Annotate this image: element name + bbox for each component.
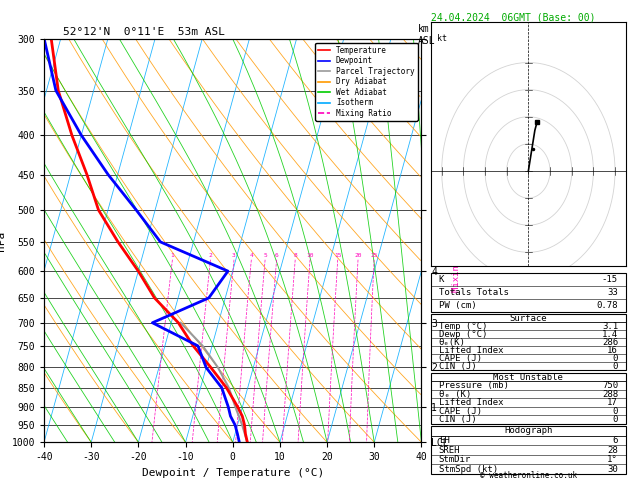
- Text: 6: 6: [275, 253, 279, 258]
- Text: 750: 750: [602, 381, 618, 390]
- Text: CIN (J): CIN (J): [438, 415, 476, 424]
- Text: 288: 288: [602, 389, 618, 399]
- Text: 0.78: 0.78: [596, 301, 618, 310]
- Text: θₑ (K): θₑ (K): [438, 389, 471, 399]
- Text: 17: 17: [608, 398, 618, 407]
- Text: 5: 5: [264, 253, 267, 258]
- Text: Temp (°C): Temp (°C): [438, 322, 487, 331]
- Text: 0: 0: [613, 415, 618, 424]
- Text: K: K: [438, 275, 444, 284]
- Text: 1.4: 1.4: [602, 330, 618, 339]
- Text: 3: 3: [232, 253, 236, 258]
- Text: 16: 16: [608, 346, 618, 355]
- Text: EH: EH: [438, 436, 449, 445]
- Text: CAPE (J): CAPE (J): [438, 354, 482, 363]
- Text: 3.1: 3.1: [602, 322, 618, 331]
- Text: Most Unstable: Most Unstable: [493, 372, 564, 382]
- Text: Lifted Index: Lifted Index: [438, 398, 503, 407]
- Text: 8: 8: [293, 253, 297, 258]
- Text: 4: 4: [250, 253, 253, 258]
- Y-axis label: km
ASL: km ASL: [457, 230, 474, 251]
- Text: 24.04.2024  06GMT (Base: 00): 24.04.2024 06GMT (Base: 00): [431, 12, 596, 22]
- Text: 10: 10: [306, 253, 314, 258]
- Y-axis label: hPa: hPa: [0, 230, 6, 251]
- Text: kt: kt: [437, 34, 447, 43]
- Text: 1: 1: [170, 253, 174, 258]
- Text: 0: 0: [613, 362, 618, 371]
- Text: CIN (J): CIN (J): [438, 362, 476, 371]
- Text: 286: 286: [602, 338, 618, 347]
- Text: Mixing Ratio (g/kg): Mixing Ratio (g/kg): [452, 190, 460, 292]
- Text: 1°: 1°: [608, 455, 618, 464]
- Text: Surface: Surface: [509, 314, 547, 323]
- Text: 20: 20: [354, 253, 362, 258]
- Text: -15: -15: [602, 275, 618, 284]
- Text: 15: 15: [334, 253, 342, 258]
- Text: CAPE (J): CAPE (J): [438, 406, 482, 416]
- Text: 52°12'N  0°11'E  53m ASL: 52°12'N 0°11'E 53m ASL: [63, 27, 225, 37]
- Text: km
ASL: km ASL: [418, 24, 436, 46]
- Text: 25: 25: [370, 253, 378, 258]
- Text: θₑ(K): θₑ(K): [438, 338, 465, 347]
- X-axis label: Dewpoint / Temperature (°C): Dewpoint / Temperature (°C): [142, 468, 324, 478]
- Text: Totals Totals: Totals Totals: [438, 288, 508, 297]
- Text: StmDir: StmDir: [438, 455, 471, 464]
- Text: 0: 0: [613, 406, 618, 416]
- Text: Pressure (mb): Pressure (mb): [438, 381, 508, 390]
- Text: Lifted Index: Lifted Index: [438, 346, 503, 355]
- Text: SREH: SREH: [438, 446, 460, 454]
- Text: 6: 6: [613, 436, 618, 445]
- Text: PW (cm): PW (cm): [438, 301, 476, 310]
- Text: 0: 0: [613, 354, 618, 363]
- Text: Dewp (°C): Dewp (°C): [438, 330, 487, 339]
- Text: Hodograph: Hodograph: [504, 427, 552, 435]
- Text: © weatheronline.co.uk: © weatheronline.co.uk: [480, 471, 577, 480]
- Text: 2: 2: [209, 253, 213, 258]
- Text: StmSpd (kt): StmSpd (kt): [438, 465, 498, 473]
- Text: 33: 33: [608, 288, 618, 297]
- Legend: Temperature, Dewpoint, Parcel Trajectory, Dry Adiabat, Wet Adiabat, Isotherm, Mi: Temperature, Dewpoint, Parcel Trajectory…: [315, 43, 418, 121]
- Text: 28: 28: [608, 446, 618, 454]
- Text: 30: 30: [608, 465, 618, 473]
